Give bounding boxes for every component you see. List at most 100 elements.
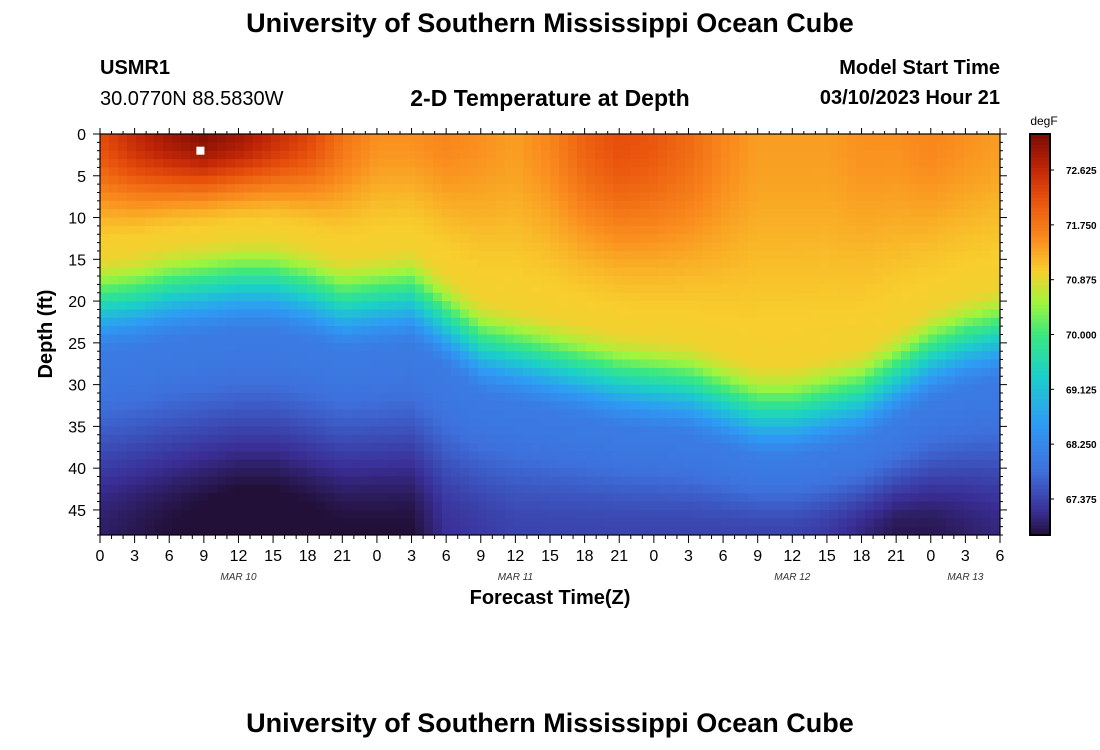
heatmap-cell	[487, 301, 497, 311]
heatmap-cell	[946, 175, 956, 185]
heatmap-cell	[838, 317, 848, 327]
heatmap-cell	[586, 484, 596, 494]
heatmap-cell	[991, 418, 1000, 427]
heatmap-cell	[991, 326, 1000, 336]
heatmap-cell	[505, 367, 515, 377]
heatmap-cell	[829, 501, 839, 511]
heatmap-cell	[910, 476, 920, 486]
heatmap-cell	[289, 476, 299, 486]
heatmap-cell	[334, 459, 344, 469]
heatmap-cell	[577, 142, 587, 152]
heatmap-cell	[982, 167, 992, 177]
heatmap-cell	[559, 501, 569, 511]
heatmap-cell	[469, 209, 479, 219]
heatmap-cell	[370, 217, 380, 227]
heatmap-cell	[946, 184, 956, 194]
heatmap-cell	[973, 159, 983, 169]
heatmap-cell	[730, 259, 740, 269]
heatmap-cell	[640, 250, 650, 260]
heatmap-cell	[496, 359, 506, 369]
heatmap-cell	[928, 342, 938, 352]
heatmap-cell	[559, 234, 569, 244]
heatmap-cell	[424, 367, 434, 377]
heatmap-cell	[262, 142, 272, 152]
heatmap-cell	[838, 526, 848, 535]
heatmap-cell	[406, 509, 416, 519]
heatmap-cell	[658, 234, 668, 244]
heatmap-cell	[181, 217, 191, 227]
heatmap-cell	[775, 443, 785, 453]
heatmap-cell	[775, 250, 785, 260]
heatmap-cell	[712, 209, 722, 219]
heatmap-cell	[946, 501, 956, 511]
heatmap-cell	[793, 351, 803, 361]
heatmap-cell	[424, 326, 434, 336]
heatmap-cell	[595, 159, 605, 169]
heatmap-cell	[343, 134, 353, 143]
heatmap-cell	[154, 284, 164, 294]
heatmap-cell	[163, 134, 173, 143]
heatmap-cell	[757, 292, 767, 302]
heatmap-cell	[937, 301, 947, 311]
heatmap-cell	[820, 334, 830, 344]
heatmap-cell	[361, 292, 371, 302]
heatmap-cell	[721, 225, 731, 235]
heatmap-cell	[469, 309, 479, 319]
heatmap-cell	[559, 192, 569, 202]
heatmap-cell	[784, 459, 794, 469]
heatmap-cell	[505, 509, 515, 519]
heatmap-cell	[199, 217, 209, 227]
heatmap-cell	[568, 426, 578, 436]
heatmap-cell	[577, 409, 587, 419]
heatmap-cell	[928, 351, 938, 361]
heatmap-cell	[703, 351, 713, 361]
heatmap-cell	[262, 309, 272, 319]
heatmap-cell	[838, 192, 848, 202]
heatmap-cell	[109, 476, 119, 486]
heatmap-cell	[181, 150, 191, 160]
heatmap-cell	[100, 234, 110, 244]
heatmap-cell	[577, 384, 587, 394]
heatmap-cell	[730, 351, 740, 361]
heatmap-cell	[685, 426, 695, 436]
heatmap-cell	[613, 276, 623, 285]
heatmap-cell	[622, 359, 632, 369]
heatmap-cell	[829, 209, 839, 219]
heatmap-cell	[325, 359, 335, 369]
heatmap-cell	[919, 409, 929, 419]
heatmap-cell	[757, 518, 767, 528]
heatmap-cell	[226, 518, 236, 528]
heatmap-cell	[712, 493, 722, 503]
heatmap-cell	[370, 284, 380, 294]
heatmap-cell	[613, 142, 623, 152]
heatmap-cell	[424, 225, 434, 235]
heatmap-cell	[523, 142, 533, 152]
heatmap-cell	[343, 192, 353, 202]
heatmap-cell	[433, 501, 443, 511]
heatmap-cell	[748, 209, 758, 219]
heatmap-cell	[604, 175, 614, 185]
heatmap-cell	[469, 409, 479, 419]
heatmap-cell	[730, 292, 740, 302]
heatmap-cell	[334, 443, 344, 453]
heatmap-cell	[190, 484, 200, 494]
heatmap-cell	[109, 276, 119, 285]
heatmap-cell	[775, 501, 785, 511]
heatmap-cell	[172, 259, 182, 269]
heatmap-cell	[118, 359, 128, 369]
heatmap-cell	[802, 309, 812, 319]
heatmap-cell	[766, 384, 776, 394]
heatmap-cell	[730, 175, 740, 185]
heatmap-cell	[595, 409, 605, 419]
heatmap-cell	[775, 317, 785, 327]
heatmap-cell	[586, 276, 596, 285]
heatmap-cell	[568, 250, 578, 260]
heatmap-cell	[289, 518, 299, 528]
heatmap-cell	[991, 334, 1000, 344]
heatmap-cell	[865, 234, 875, 244]
heatmap-cell	[973, 292, 983, 302]
heatmap-cell	[838, 134, 848, 143]
heatmap-cell	[622, 292, 632, 302]
heatmap-cell	[703, 167, 713, 177]
